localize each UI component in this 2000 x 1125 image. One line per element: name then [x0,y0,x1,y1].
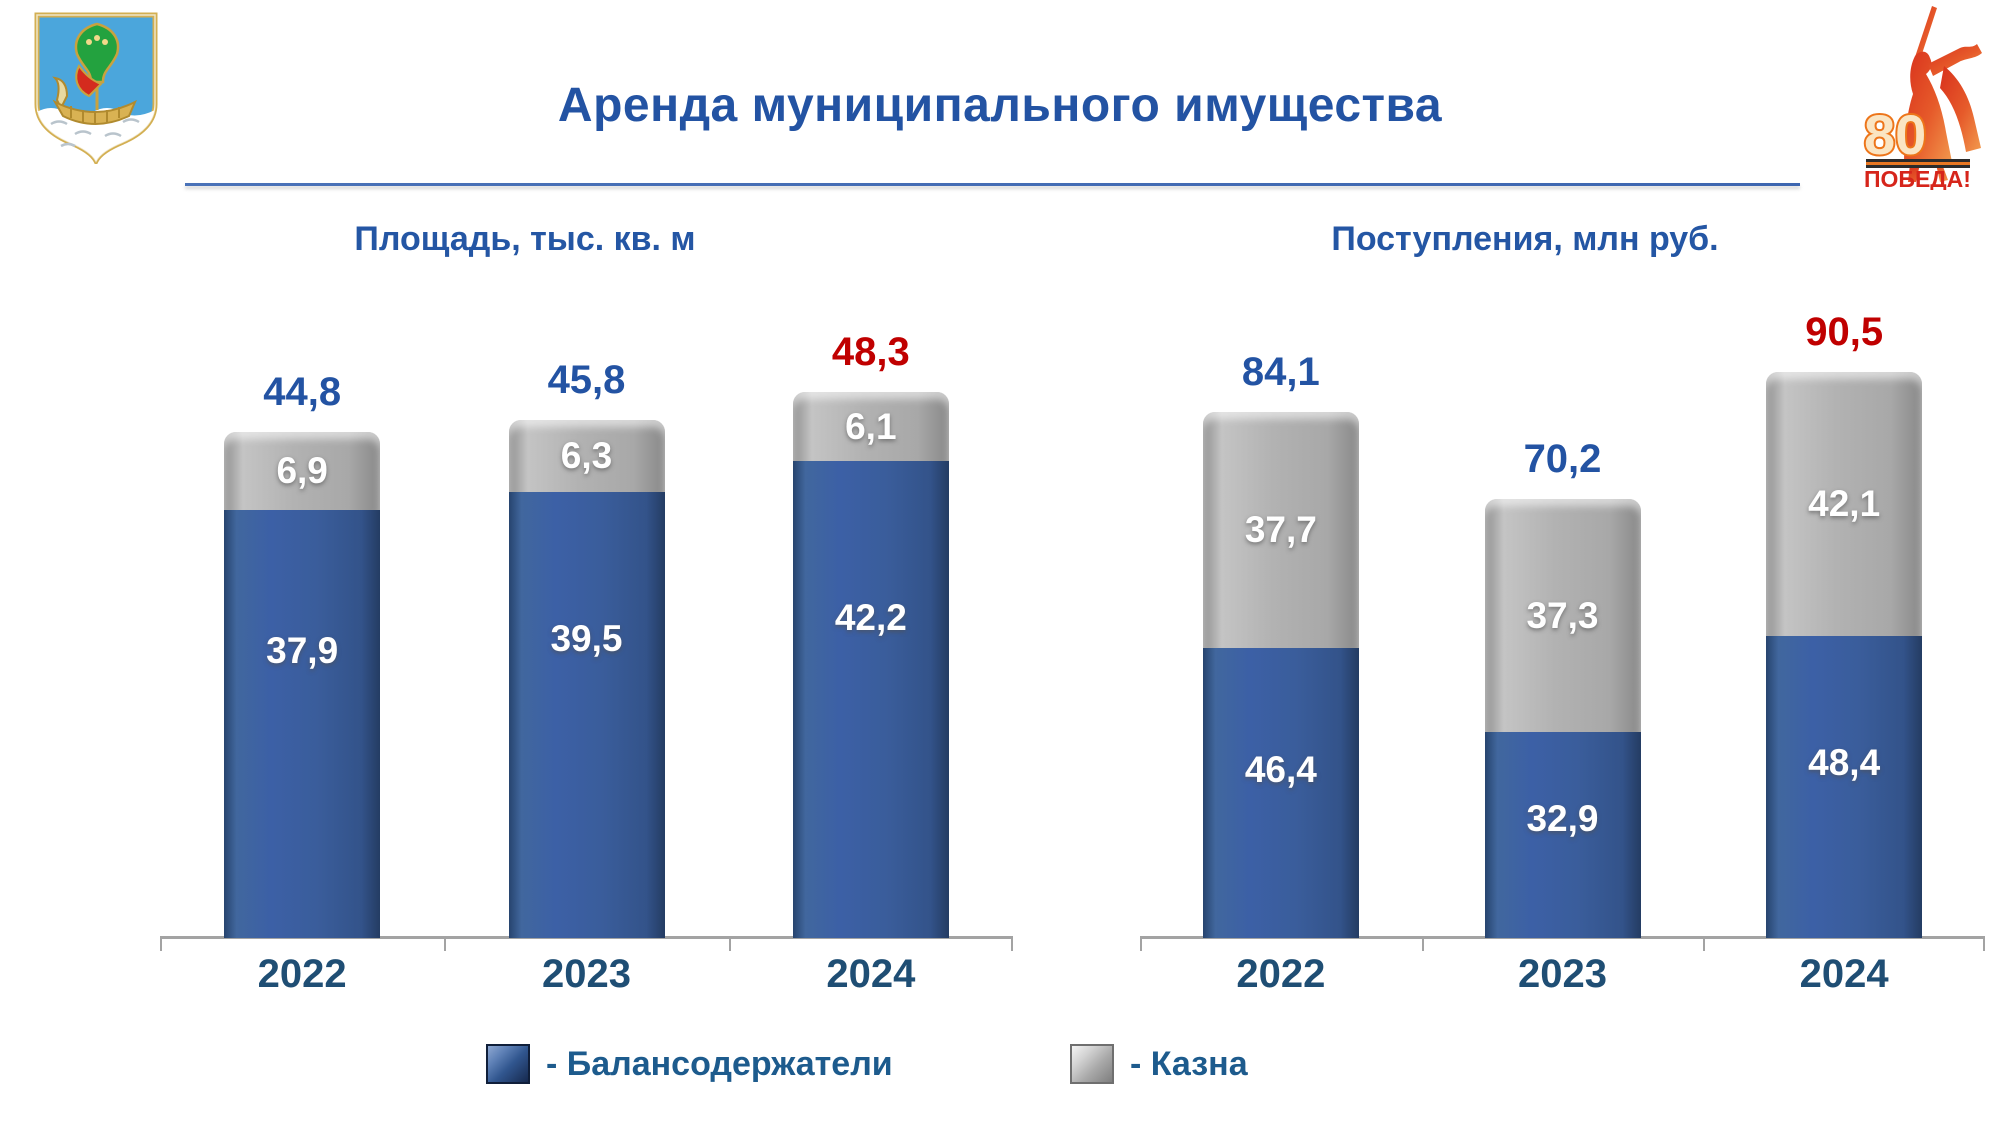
chart-title: Площадь, тыс. кв. м [354,220,696,258]
segment-value-label: 6,9 [276,449,328,491]
chart-area: Поступления, млн руб. 46,4 37,7 84,1 2022 32… [1140,210,1985,1040]
segment-value-label: 37,7 [1244,509,1317,551]
segment-value-label: 37,9 [266,630,339,672]
x-axis-year-label: 2022 [1236,952,1326,996]
bar-total-label: 90,5 [1805,310,1884,355]
bar-total-label: 45,8 [547,358,626,403]
legend-swatch-blue-icon [486,1044,530,1084]
bar-segment-Казна: 6,3 [508,420,665,492]
chart-title: Поступления, млн руб. [1331,220,1719,258]
bar-segment-Балансодержатели: 39,5 [508,491,665,938]
bar-segment-Казна: 37,7 [1202,412,1359,648]
segment-value-label: 42,2 [834,597,907,639]
axis-tick [1140,938,1142,951]
segment-value-label: 42,1 [1808,482,1881,524]
x-axis-year-label: 2022 [257,952,347,996]
legend-label: - Балансодержатели [546,1044,893,1083]
x-axis-year-label: 2023 [542,952,631,996]
victory-80-logo: 80 ПОБЕДА! [1858,4,1994,192]
george-ribbon-icon [1866,159,1970,168]
segment-value-label: 6,3 [560,435,613,477]
bar-total-label: 44,8 [263,369,342,414]
x-axis-year-label: 2024 [1799,952,1889,996]
coat-of-arms-icon [30,12,162,167]
page-title: Аренда муниципального имущества [557,79,1443,132]
bar-segment-Балансодержатели: 32,9 [1484,732,1641,938]
bar-total-label: 48,3 [831,330,910,375]
bar-segment-Казна: 37,3 [1484,499,1641,733]
segment-value-label: 46,4 [1244,748,1317,790]
title-divider [185,183,1800,186]
legend: - Балансодержатели - Казна [0,1044,2000,1104]
segment-value-label: 6,1 [845,405,897,447]
plot: 46,4 37,7 84,1 2022 32,9 37,3 70,2 2023 48,4 42,1… [1140,278,1985,996]
bar-segment-Балансодержатели: 42,2 [792,461,949,938]
axis-tick [444,938,447,951]
axis-tick [1011,938,1013,951]
victory-number: 80 [1864,103,1926,166]
axis-tick [1703,938,1706,951]
bar-segment-Казна: 6,9 [224,431,381,510]
axis-tick [1983,938,1985,951]
axis-tick [1421,938,1424,951]
legend-item-balansoderzhateli: - Балансодержатели [486,1044,893,1084]
axis-tick [728,938,731,951]
x-axis-year-label: 2023 [1518,952,1607,996]
bar-segment-Казна: 42,1 [1766,372,1923,636]
bar-total-label: 84,1 [1241,350,1320,395]
chart-area: Площадь, тыс. кв. м 37,9 6,9 44,8 2022 39,5 6… [160,210,1013,1040]
segment-value-label: 32,9 [1526,797,1599,839]
legend-swatch-gray-icon [1070,1044,1114,1084]
bar-segment-Балансодержатели: 48,4 [1766,635,1923,938]
segment-value-label: 39,5 [550,617,623,659]
axis-tick [160,938,162,951]
victory-label: ПОБЕДА! [1864,166,1971,190]
motherland-statue-icon [1904,6,1982,182]
legend-item-kazna: - Казна [1070,1044,1248,1084]
segment-value-label: 37,3 [1526,594,1599,636]
plot: 37,9 6,9 44,8 2022 39,5 6,3 45,8 2023 42,2 6,1 48,… [160,278,1013,996]
segment-value-label: 48,4 [1808,741,1881,783]
x-axis-year-label: 2024 [826,952,916,996]
bar-segment-Казна: 6,1 [792,392,949,462]
bar-segment-Балансодержатели: 37,9 [224,509,381,938]
bar-total-label: 70,2 [1523,437,1602,482]
legend-label: - Казна [1130,1044,1248,1083]
bar-segment-Балансодержатели: 46,4 [1202,648,1359,938]
